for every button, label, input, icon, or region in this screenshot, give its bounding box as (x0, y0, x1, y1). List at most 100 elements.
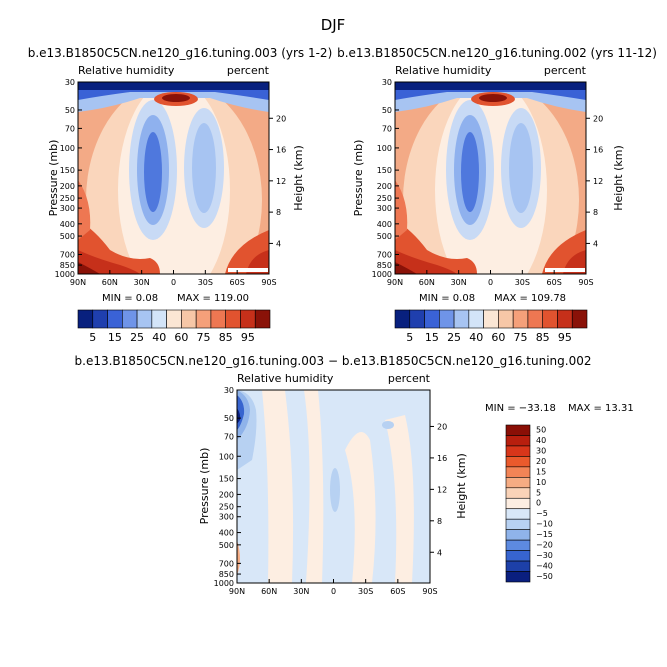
panel-b-x-tick-label: 90S (578, 278, 593, 287)
panel-b-units-label: percent (544, 64, 587, 77)
panel-b-x-tick-label: 60N (419, 278, 435, 287)
panel-c-height-tick-label: 8 (437, 517, 442, 526)
panel-b-x-tick-label: 60S (547, 278, 562, 287)
panel-b-colorbar-swatch (453, 309, 470, 329)
panel-b-colorbar-label: 85 (536, 331, 550, 344)
panel-b-colorbar-label: 15 (425, 331, 439, 344)
panel-a-colorbar-swatch (92, 309, 108, 329)
panel-b-y-tick-label: 100 (377, 144, 392, 153)
panel-a-colorbar-label: 75 (197, 331, 211, 344)
panel-a-y-tick-label: 70 (65, 124, 75, 133)
panel-c-height-tick-label: 20 (437, 422, 447, 431)
panel-b-colorbar-label: 60 (491, 331, 505, 344)
panel-c-colorbar-swatch (505, 487, 531, 499)
panel-b-ylabel: Pressure (mb) (352, 140, 365, 217)
panel-b-max-text: MAX = 109.78 (494, 293, 566, 304)
panel-b-y-tick-label: 400 (377, 220, 392, 229)
panel-b-colorbar-swatch (557, 309, 573, 329)
panel-c-colorbar-label: −10 (536, 520, 553, 529)
panel-c-y-tick-label: 500 (219, 541, 234, 550)
panel-b-y-tick-label: 70 (382, 124, 392, 133)
panel-b-y-tick-label: 300 (377, 204, 392, 213)
panel-a-height-tick-label: 16 (276, 146, 286, 155)
panel-c-colorbar-swatch (505, 445, 531, 457)
panel-c-colorbar-label: 30 (536, 446, 546, 455)
panel-a-colorbar-swatch (254, 309, 271, 329)
panel-a-height-tick-label: 20 (276, 114, 286, 123)
panel-b-height-tick-label: 16 (593, 146, 603, 155)
panel-b-height-tick-label: 8 (593, 208, 598, 217)
panel-a-y-tick-label: 700 (60, 250, 75, 259)
panel-c-height-tick-label: 12 (437, 485, 447, 494)
panel-c-colorbar-label: −5 (536, 509, 548, 518)
panel-a-colorbar-swatch (107, 309, 123, 329)
panel-c-x-tick-label: 90S (422, 587, 437, 596)
panel-c-x-tick-label: 0 (331, 587, 336, 596)
panel-c-colorbar-swatch (505, 497, 531, 510)
panel-c: b.e13.B1850C5CN.ne120_g16.tuning.003 − b… (75, 354, 634, 584)
panel-b: b.e13.B1850C5CN.ne120_g16.tuning.002 (yr… (337, 46, 657, 304)
panel-c-y-tick-label: 1000 (214, 579, 234, 588)
panel-b-x-tick-label: 30N (451, 278, 467, 287)
panel-b-colorbar-label: 25 (447, 331, 461, 344)
panel-c-colorbar-label: −50 (536, 572, 553, 581)
panel-b-colorbar-swatch (483, 309, 499, 329)
panel-a-x-tick-label: 60S (230, 278, 245, 287)
panel-a-y-tick-label: 200 (60, 182, 75, 191)
panel-b-colorbar-swatch (439, 309, 455, 329)
panel-a-y-tick-label: 300 (60, 204, 75, 213)
panel-c-colorbar-label: 0 (536, 499, 541, 508)
panel-b-colorbar-swatch (498, 309, 514, 329)
panel-c-colorbar-swatch (505, 529, 531, 541)
panel-a-ylabel: Pressure (mb) (47, 140, 60, 217)
panel-b-y-tick-label: 150 (377, 166, 392, 175)
panel-a-y-tick-label: 30 (65, 78, 75, 87)
panel-c-colorbar-swatch (505, 466, 531, 478)
panel-c-x-tick-label: 60N (261, 587, 277, 596)
panel-c-y-tick-label: 200 (219, 490, 234, 499)
panel-c-x-tick-label: 30N (293, 587, 309, 596)
panel-c-ylabel: Pressure (mb) (198, 448, 211, 525)
panel-a-colorbar-swatch (210, 309, 226, 329)
panel-a-colorbar-swatch (181, 309, 197, 329)
panel-c-height-tick-label: 16 (437, 454, 447, 463)
panel-a-colorbar-swatch (151, 309, 167, 329)
panel-c-y-tick-label: 70 (224, 433, 234, 442)
panel-a-x-tick-label: 30S (198, 278, 213, 287)
panel-a-colorbar-swatch (225, 309, 241, 329)
panel-b-colorbar-label: 95 (558, 331, 572, 344)
panel-a-height-tick-label: 12 (276, 177, 286, 186)
panel-c-y-tick-label: 400 (219, 529, 234, 538)
panel-c-colorbar-label: −15 (536, 530, 553, 539)
panel-c-y-tick-label: 850 (219, 570, 234, 579)
panel-a-colorbar-label: 95 (241, 331, 255, 344)
panel-c-colorbar-swatch (505, 539, 531, 551)
panel-c-max-text: MAX = 13.31 (568, 403, 634, 414)
panel-b-ylabel-right: Height (km) (612, 145, 625, 211)
panel-b-height-tick-label: 20 (593, 114, 603, 123)
panel-c-height-tick-label: 4 (437, 548, 442, 557)
panel-c-contour-field (237, 390, 430, 583)
figure-title: DJF (321, 16, 346, 34)
panel-c-case-title: b.e13.B1850C5CN.ne120_g16.tuning.003 − b… (75, 354, 592, 368)
panel-a: b.e13.B1850C5CN.ne120_g16.tuning.003 (yr… (28, 46, 333, 304)
panel-a-x-tick-label: 90S (261, 278, 276, 287)
panel-b-y-tick-label: 200 (377, 182, 392, 191)
panel-b-colorbar-swatch (468, 309, 484, 329)
panel-c-colorbar-swatch (505, 435, 531, 447)
panel-b-x-tick-label: 0 (488, 278, 493, 287)
panel-c-colorbar-swatch (505, 560, 531, 572)
panel-c-y-tick-label: 250 (219, 503, 234, 512)
panel-c-colorbar-label: 5 (536, 488, 541, 497)
panel-b-y-tick-label: 700 (377, 250, 392, 259)
panel-c-colorbar-swatch (505, 456, 531, 468)
panel-b-colorbar-swatch (527, 309, 543, 329)
panel-c-y-tick-label: 100 (219, 452, 234, 461)
panel-c-colorbar-label: −20 (536, 541, 553, 550)
panel-a-colorbar-label: 5 (89, 331, 96, 344)
panel-c-ylabel-right: Height (km) (455, 453, 468, 519)
panel-c-x-tick-label: 30S (358, 587, 373, 596)
panel-a-contour-field (78, 82, 269, 274)
panel-c-colorbar-swatch (505, 550, 531, 562)
panel-b-x-tick-label: 30S (515, 278, 530, 287)
